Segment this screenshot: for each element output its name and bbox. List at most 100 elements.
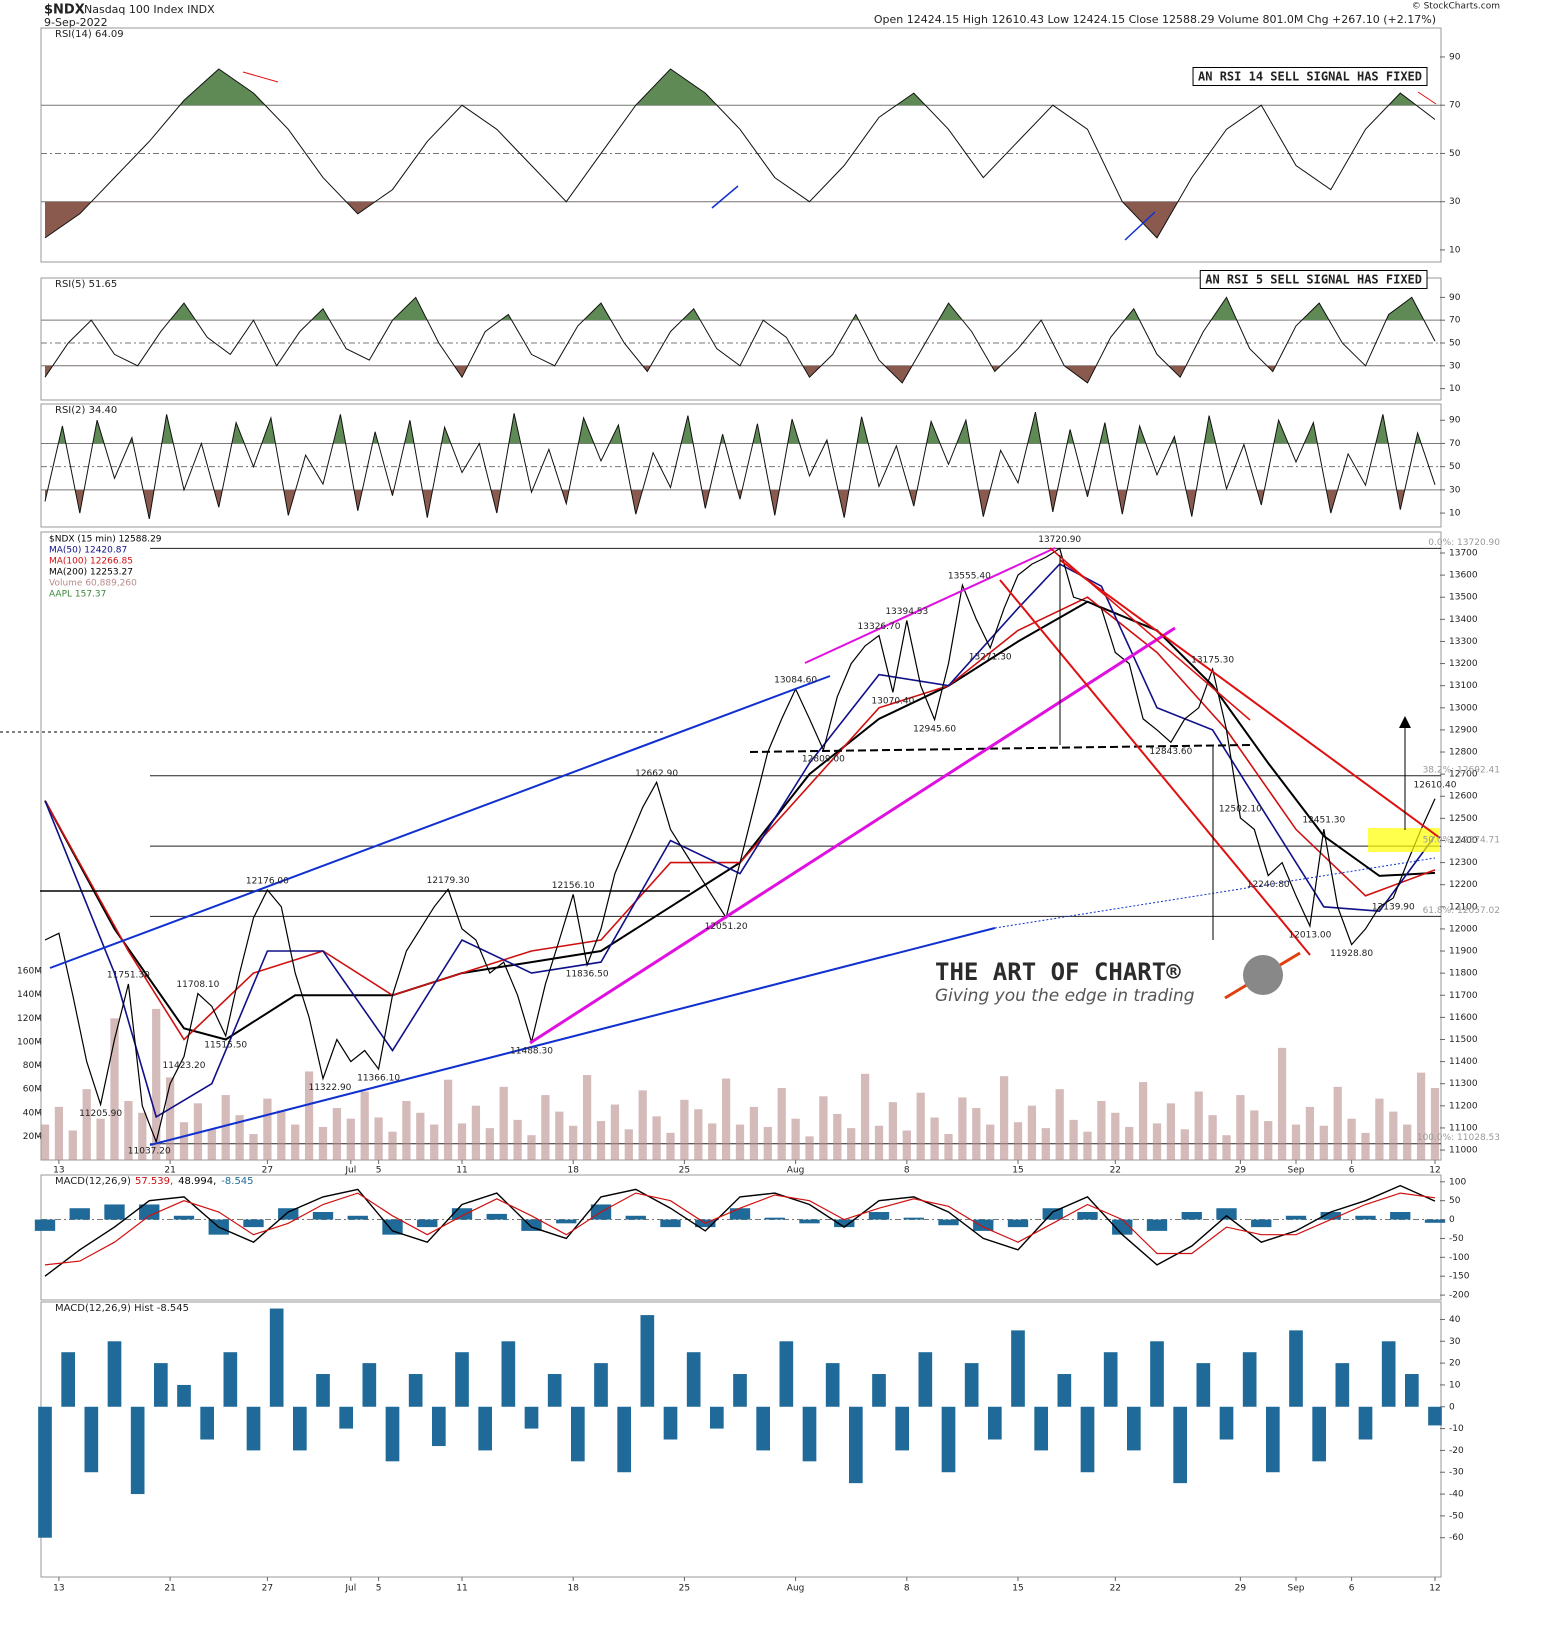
bar	[1181, 1212, 1202, 1220]
panel-frame	[40, 27, 1442, 263]
bar	[918, 1352, 933, 1407]
y-tick-label: -50	[1449, 1234, 1464, 1244]
y-tick-label: -10	[1449, 1424, 1464, 1434]
x-tick-label: 13	[53, 1584, 64, 1594]
y-tick-label: -100	[1449, 1253, 1470, 1263]
y-tick-label: 13000	[1449, 703, 1478, 713]
bar	[1428, 1406, 1442, 1426]
x-tick-label: 8	[904, 1584, 910, 1594]
bar	[1416, 1072, 1426, 1160]
bar	[1083, 1131, 1092, 1160]
bar	[177, 1384, 191, 1407]
bar	[666, 1132, 675, 1160]
x-tick-label: Sep	[1288, 1166, 1305, 1176]
y-tick-label: 0	[1449, 1215, 1455, 1225]
bar	[895, 1406, 910, 1451]
bar	[660, 1219, 681, 1228]
pivot-label: 12610.40	[1414, 780, 1457, 790]
x-tick-label: 22	[1110, 1584, 1121, 1594]
x-tick-label: 21	[164, 1584, 175, 1594]
bar	[443, 1079, 453, 1160]
trendline	[1059, 559, 1441, 839]
bar	[729, 1208, 751, 1220]
bar	[1055, 1089, 1064, 1160]
bar	[791, 1118, 800, 1160]
pivot-label: 13555.40	[948, 571, 991, 581]
arrow	[1417, 91, 1437, 105]
bar	[735, 1124, 745, 1160]
x-tick-label: 25	[679, 1584, 690, 1594]
bar	[312, 1212, 334, 1220]
signal-note: AN RSI 5 SELL SIGNAL HAS FIXED	[1205, 273, 1422, 287]
fib-label: 50.0%: 12374.71	[1423, 836, 1500, 846]
bar	[486, 1213, 507, 1220]
bar	[382, 1219, 403, 1235]
y-tick-label: 50	[1449, 149, 1461, 159]
quote: Open 12424.15 High 12610.43 Low 12424.15…	[874, 13, 1436, 26]
y2-tick-label: 160M	[17, 967, 42, 977]
bar	[569, 1125, 578, 1160]
bar	[938, 1219, 959, 1226]
legend-entry: MA(100) 12266.85	[49, 557, 133, 567]
bar	[1289, 1330, 1303, 1407]
pivot-label: 11205.90	[79, 1109, 122, 1119]
bar	[1355, 1215, 1376, 1220]
bar	[709, 1406, 724, 1429]
bar	[930, 1117, 939, 1160]
y-tick-label: 10	[1449, 384, 1461, 394]
zone-fill	[170, 297, 1424, 321]
bar	[292, 1406, 307, 1451]
y-tick-label: -150	[1449, 1272, 1470, 1282]
bar	[663, 1406, 678, 1440]
trendline	[49, 675, 831, 969]
pivot-label: 11037.20	[128, 1146, 171, 1156]
legend-entry: MA(200) 12253.27	[49, 568, 133, 578]
x-tick-label: 5	[376, 1584, 382, 1594]
bar	[833, 1113, 842, 1160]
bar	[874, 1125, 884, 1160]
pivot-label: 12809.00	[802, 755, 845, 765]
bar	[941, 1406, 956, 1473]
pivot-label: 12843.60	[1149, 747, 1192, 757]
bar	[640, 1315, 655, 1407]
bar	[107, 1341, 122, 1407]
pivot-label: 11708.10	[176, 980, 219, 990]
bar	[1042, 1208, 1063, 1220]
bar	[34, 1219, 56, 1231]
bar	[139, 1204, 160, 1220]
bar	[40, 1124, 50, 1160]
bar	[513, 1119, 522, 1160]
y-tick-label: 90	[1449, 416, 1461, 426]
bar	[385, 1406, 400, 1462]
fib-label: 61.8%: 12057.02	[1423, 906, 1500, 916]
bar	[416, 1112, 425, 1160]
pivot-label: 13084.60	[774, 676, 817, 686]
bar	[499, 1086, 508, 1160]
bar	[686, 1352, 701, 1407]
bar	[402, 1100, 411, 1160]
y-tick-label: 13300	[1449, 637, 1478, 647]
bar	[987, 1406, 1002, 1440]
y-tick-label: 12400	[1449, 836, 1478, 846]
y2-tick-label: 100M	[17, 1037, 42, 1047]
bar	[556, 1219, 577, 1224]
bar	[221, 1095, 230, 1160]
y-tick-label: 12800	[1449, 748, 1478, 758]
bar	[1319, 1125, 1328, 1160]
bar	[1285, 1215, 1307, 1220]
bar	[825, 1363, 840, 1407]
pivot-label: 12662.90	[635, 769, 678, 779]
y-tick-label: 11200	[1449, 1101, 1478, 1111]
date: 9-Sep-2022	[44, 16, 108, 29]
bar	[1208, 1115, 1217, 1160]
bar	[524, 1406, 539, 1429]
bar	[1196, 1363, 1211, 1407]
y-tick-label: 10	[1449, 1380, 1461, 1390]
y-tick-label: -30	[1449, 1468, 1464, 1478]
y-tick-label: -200	[1449, 1291, 1470, 1301]
bar	[316, 1374, 330, 1407]
bar	[1166, 1103, 1176, 1160]
pivot-label: 11423.20	[163, 1061, 206, 1071]
pivot-label: 12240.80	[1247, 880, 1290, 890]
